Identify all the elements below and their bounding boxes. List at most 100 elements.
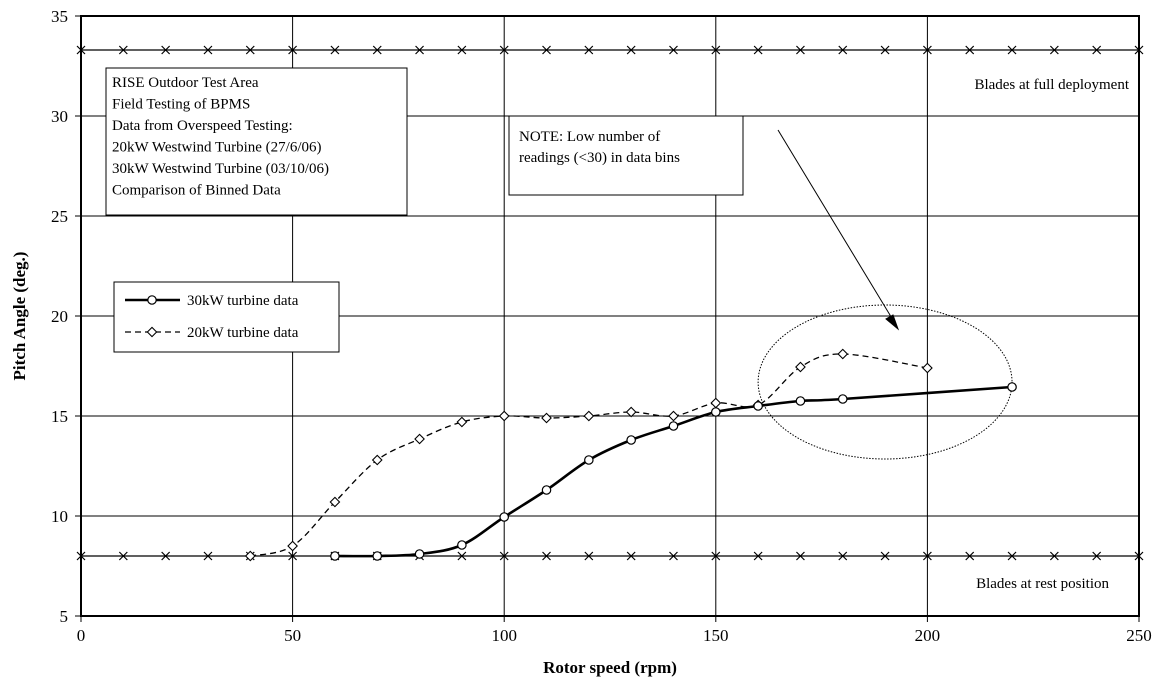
legend-label: 20kW turbine data (187, 325, 299, 341)
reference-marker (457, 45, 467, 55)
reference-marker (669, 551, 678, 561)
reference-marker (669, 45, 678, 55)
data-point (625, 406, 637, 418)
info-box: RISE Outdoor Test Area Field Testing of B… (105, 67, 408, 216)
data-point (753, 401, 763, 411)
data-point (1007, 382, 1017, 392)
reference-labels: Blades at full deployment Blades at rest … (974, 77, 1129, 592)
reference-marker (203, 45, 213, 55)
y-tick-label: 30 (51, 107, 68, 126)
data-point (498, 410, 510, 422)
data-point (371, 454, 383, 466)
note-arrow (777, 129, 894, 321)
reference-marker (161, 45, 171, 55)
x-tick-label: 0 (77, 626, 86, 645)
series-layer (244, 348, 1017, 562)
data-point (668, 421, 679, 431)
data-point (244, 550, 256, 562)
data-point (372, 551, 383, 561)
reference-marker (880, 551, 890, 561)
info-line: RISE Outdoor Test Area (112, 75, 259, 91)
reference-marker (584, 45, 594, 55)
reference-marker (161, 551, 171, 561)
reference-marker (838, 45, 848, 55)
reference-marker (880, 45, 890, 55)
data-point (795, 396, 806, 406)
reference-marker (245, 45, 255, 55)
data-point (668, 410, 679, 422)
data-point (541, 485, 552, 495)
reference-marker (1092, 45, 1102, 55)
y-tick-label: 15 (51, 407, 68, 426)
series-20kw (244, 348, 933, 562)
x-tick-label: 150 (703, 626, 729, 645)
x-axis-title: Rotor speed (rpm) (543, 658, 677, 677)
reference-marker (711, 551, 721, 561)
reference-marker (1007, 551, 1017, 561)
reference-marker (499, 45, 509, 55)
legend-entry-30kw: 30kW turbine data (125, 293, 299, 309)
reference-lines (76, 45, 1144, 561)
reference-marker (499, 551, 509, 561)
reference-marker (1049, 45, 1059, 55)
data-point (922, 362, 933, 374)
full-deployment-line (76, 45, 1144, 55)
reference-marker (711, 45, 721, 55)
reference-marker (1092, 551, 1102, 561)
info-line: 20kW Westwind Turbine (27/6/06) (112, 140, 322, 156)
data-point (837, 394, 848, 404)
low-readings-region (757, 304, 1013, 460)
data-point (456, 416, 468, 428)
data-point (626, 435, 636, 445)
reference-marker (965, 551, 975, 561)
reference-marker (796, 551, 805, 561)
reference-marker (753, 45, 763, 55)
low-readings-ellipse (757, 304, 1013, 460)
info-line: Comparison of Binned Data (112, 183, 281, 199)
data-point (710, 397, 722, 409)
y-tick-label: 10 (51, 507, 68, 526)
reference-marker (753, 551, 763, 561)
reference-marker (1007, 45, 1017, 55)
arrow-head-icon (885, 314, 900, 331)
legend-marker (146, 326, 158, 338)
info-line: 30kW Westwind Turbine (03/10/06) (112, 161, 329, 177)
note-line: readings (<30) in data bins (519, 150, 680, 166)
data-point (287, 540, 298, 552)
x-tick-label: 200 (915, 626, 941, 645)
reference-marker (542, 551, 551, 561)
x-tick-label: 50 (284, 626, 301, 645)
full-deployment-label: Blades at full deployment (974, 77, 1129, 93)
reference-marker (626, 45, 636, 55)
reference-marker (1049, 551, 1059, 561)
reference-marker (203, 551, 213, 561)
legend-label: 30kW turbine data (187, 293, 299, 309)
reference-marker (118, 45, 128, 55)
reference-marker (542, 45, 551, 55)
series-30kw (330, 382, 1017, 561)
note-box: NOTE: Low number of readings (<30) in dat… (508, 115, 900, 331)
y-tick-label: 35 (51, 7, 68, 26)
series-line (250, 353, 928, 557)
y-axis-title: Pitch Angle (deg.) (10, 252, 29, 381)
legend-frame (113, 281, 340, 353)
reference-marker (415, 45, 424, 55)
info-line: Data from Overspeed Testing: (112, 118, 293, 134)
reference-marker (118, 551, 128, 561)
reference-marker (584, 551, 594, 561)
data-point (329, 496, 341, 508)
y-tick-label: 5 (60, 607, 69, 626)
rest-position-label: Blades at rest position (976, 576, 1109, 592)
reference-marker (796, 45, 805, 55)
data-point (541, 412, 552, 424)
series-line (334, 385, 1013, 558)
legend: 30kW turbine data 20kW turbine data (113, 281, 340, 353)
data-point (583, 410, 595, 422)
reference-marker (965, 45, 975, 55)
legend-entry-20kw: 20kW turbine data (125, 325, 299, 341)
legend-marker (147, 295, 157, 305)
y-tick-label: 20 (51, 307, 68, 326)
data-point (710, 407, 721, 417)
reference-marker (288, 551, 298, 561)
